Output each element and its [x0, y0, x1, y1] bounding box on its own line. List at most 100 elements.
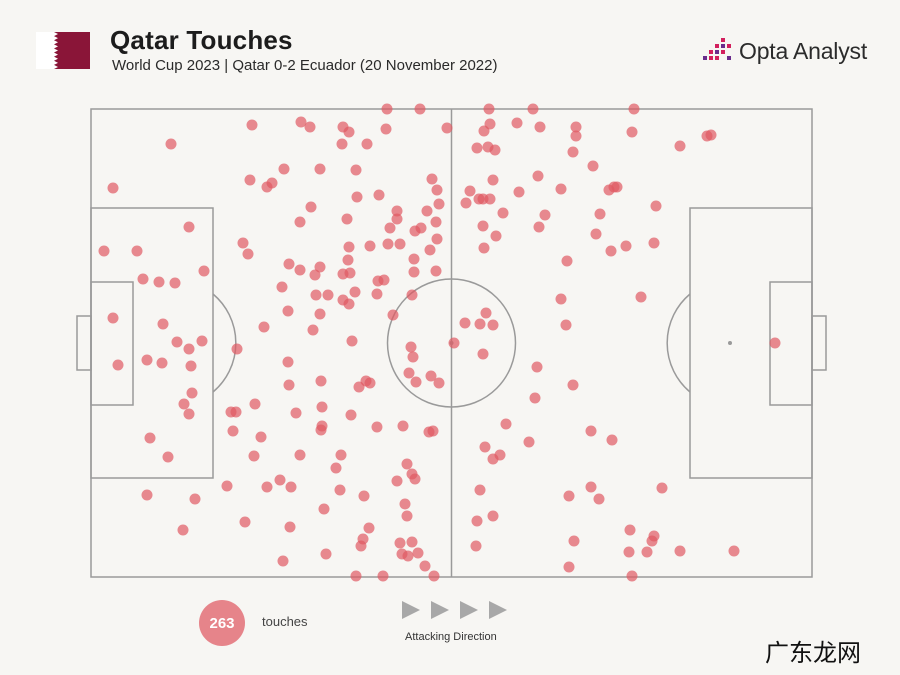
touch-dot — [412, 547, 424, 559]
touch-dot — [346, 335, 358, 347]
touch-dot — [585, 481, 597, 493]
touch-dot — [349, 286, 361, 298]
watermark: 广东龙网 — [765, 639, 861, 667]
touch-dot — [258, 321, 270, 333]
touch-dot — [255, 431, 267, 443]
touch-dot — [648, 237, 660, 249]
touch-dot — [382, 238, 394, 250]
touch-dot — [431, 184, 443, 196]
touch-dot — [294, 264, 306, 276]
touch-dot — [484, 193, 496, 205]
touch-dot — [563, 490, 575, 502]
touch-dot — [141, 489, 153, 501]
touch-dot — [477, 220, 489, 232]
touch-dot — [561, 255, 573, 267]
touch-dot — [415, 222, 427, 234]
touch-dot — [282, 305, 294, 317]
touch-dot — [196, 335, 208, 347]
touch-dot — [399, 498, 411, 510]
touch-dot — [371, 288, 383, 300]
touch-dot — [650, 200, 662, 212]
touch-dot — [315, 375, 327, 387]
touch-dot — [459, 317, 471, 329]
touch-dot — [626, 570, 638, 582]
touch-dot — [318, 503, 330, 515]
touch-dot — [487, 174, 499, 186]
touch-dot — [141, 354, 153, 366]
touch-dot — [305, 201, 317, 213]
touch-dot — [511, 117, 523, 129]
left-penalty-arc — [212, 293, 237, 393]
touch-dot — [156, 357, 168, 369]
touch-dot — [221, 480, 233, 492]
touch-dot — [479, 441, 491, 453]
touch-dot — [403, 367, 415, 379]
touch-dot — [307, 324, 319, 336]
touch-dot — [261, 481, 273, 493]
touch-dot — [560, 319, 572, 331]
touch-dot — [183, 408, 195, 420]
touch-dot — [487, 319, 499, 331]
touch-dot — [285, 481, 297, 493]
touch-dot — [533, 221, 545, 233]
touch-dot — [421, 205, 433, 217]
touch-dot — [284, 521, 296, 533]
touch-dot — [153, 276, 165, 288]
left-six-yard-box — [90, 281, 134, 406]
brand-name: Opta Analyst — [739, 38, 868, 64]
touch-dot — [261, 181, 273, 193]
touch-dot — [183, 221, 195, 233]
touch-dot — [626, 126, 638, 138]
center-circle — [386, 278, 517, 408]
opta-analyst-logo-icon — [703, 38, 731, 60]
touch-dot — [477, 348, 489, 360]
touch-dot — [563, 561, 575, 573]
touch-dot — [460, 197, 472, 209]
touch-dot — [186, 387, 198, 399]
touch-dot — [387, 309, 399, 321]
touch-dot — [531, 361, 543, 373]
touch-dot — [381, 103, 393, 115]
touch-dot — [728, 545, 740, 557]
touch-dot — [378, 274, 390, 286]
touch-dot — [425, 370, 437, 382]
touch-dot — [605, 245, 617, 257]
touch-dot — [343, 298, 355, 310]
touch-dot — [351, 191, 363, 203]
touch-dot — [620, 240, 632, 252]
touch-dot — [431, 233, 443, 245]
touch-dot — [628, 103, 640, 115]
touch-dot — [391, 475, 403, 487]
touch-dot — [394, 537, 406, 549]
touch-dot — [426, 173, 438, 185]
touch-dot — [424, 244, 436, 256]
touch-dot — [568, 535, 580, 547]
touch-dot — [294, 216, 306, 228]
touch-count-badge: 263 — [199, 600, 245, 646]
touch-dot — [364, 377, 376, 389]
touch-dot — [242, 248, 254, 260]
touch-dot — [169, 277, 181, 289]
touch-dot — [334, 484, 346, 496]
touch-dot — [315, 424, 327, 436]
touch-dot — [635, 291, 647, 303]
touch-dot — [406, 536, 418, 548]
touch-dot — [414, 103, 426, 115]
touch-dot — [189, 493, 201, 505]
touch-dot — [408, 253, 420, 265]
touch-dot — [567, 379, 579, 391]
touch-dot — [394, 238, 406, 250]
touch-dot — [441, 122, 453, 134]
header: Qatar Touches World Cup 2023 | Qatar 0-2… — [0, 0, 900, 90]
touch-dot — [157, 318, 169, 330]
qatar-flag-icon — [36, 32, 90, 69]
touch-dot — [471, 142, 483, 154]
touch-dot — [433, 198, 445, 210]
touch-dot — [402, 550, 414, 562]
touch-dot — [401, 510, 413, 522]
touch-dot — [523, 436, 535, 448]
touch-dot — [137, 273, 149, 285]
touch-dot — [364, 240, 376, 252]
touch-dot — [555, 293, 567, 305]
touch-dot — [343, 126, 355, 138]
